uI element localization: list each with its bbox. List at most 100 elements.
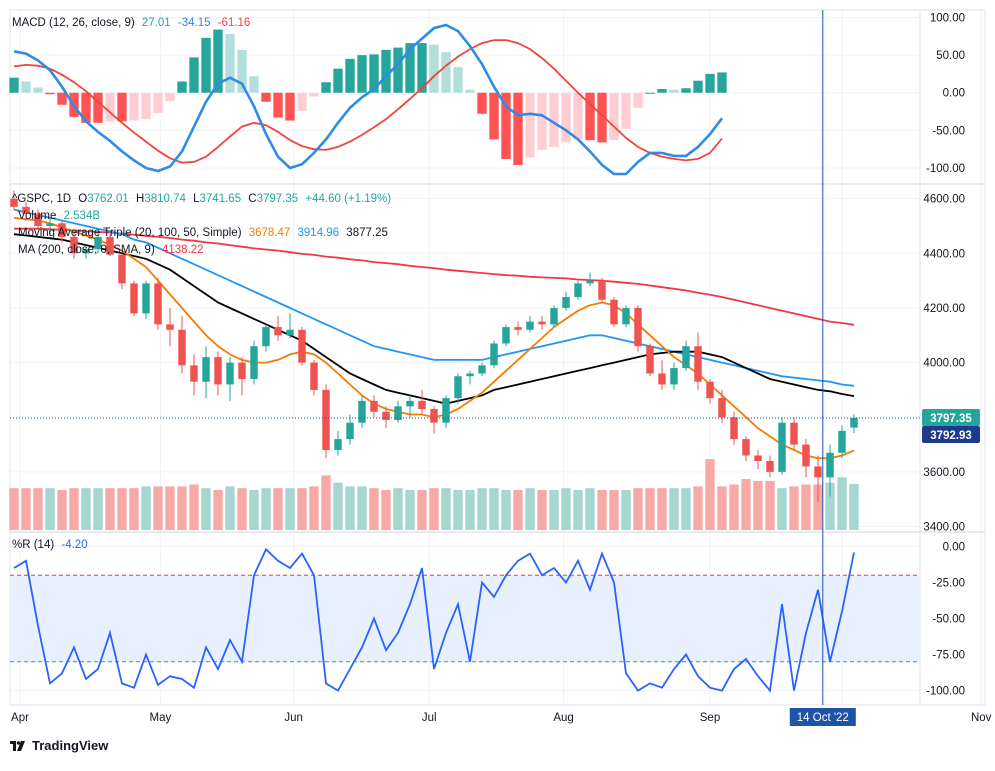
candle-body[interactable]: [550, 307, 558, 325]
candle-body[interactable]: [694, 346, 702, 382]
volume-bar: [93, 488, 103, 530]
candle-body[interactable]: [346, 422, 354, 440]
candle-body[interactable]: [814, 466, 822, 478]
candle-body[interactable]: [394, 406, 402, 420]
candle-body[interactable]: [838, 430, 846, 453]
candle-body[interactable]: [826, 452, 834, 478]
candle-body[interactable]: [154, 283, 162, 325]
candle-body[interactable]: [34, 213, 42, 226]
ma-label[interactable]: MA (200, close, 0, SMA, 9): [18, 244, 155, 256]
macd-histogram-bar: [321, 82, 331, 93]
volume-bar: [105, 488, 115, 530]
volume-bar: [177, 486, 187, 530]
candle-body[interactable]: [250, 346, 258, 379]
macd-histogram-bar: [117, 92, 127, 122]
candle-body[interactable]: [478, 365, 486, 374]
mat-label[interactable]: Moving Average Triple (20, 100, 50, Simp…: [18, 227, 242, 239]
candle-body[interactable]: [70, 236, 78, 254]
candle-body[interactable]: [286, 329, 294, 336]
candle-body[interactable]: [274, 327, 282, 336]
candle-body[interactable]: [382, 411, 390, 420]
candle-body[interactable]: [454, 376, 462, 399]
volume-bar: [9, 488, 19, 530]
candle-body[interactable]: [118, 254, 126, 284]
candle-body[interactable]: [22, 206, 30, 214]
volume-bar: [633, 488, 643, 530]
candle-body[interactable]: [442, 398, 450, 423]
candle-body[interactable]: [298, 329, 306, 363]
macd-histogram-bar: [417, 43, 427, 93]
ma-price-tag: 3792.93: [922, 425, 980, 443]
candle-body[interactable]: [850, 417, 858, 428]
candle-body[interactable]: [538, 321, 546, 325]
candle-body[interactable]: [682, 346, 690, 369]
candle-body[interactable]: [262, 327, 270, 347]
candle-body[interactable]: [778, 422, 786, 472]
x-tick-label: Apr: [11, 712, 29, 724]
candle-body[interactable]: [574, 283, 582, 298]
candle-body[interactable]: [598, 280, 606, 300]
candle-body[interactable]: [562, 297, 570, 308]
candle-body[interactable]: [754, 455, 762, 461]
candle-body[interactable]: [46, 223, 54, 226]
macd-histogram-bar: [165, 92, 175, 102]
candle-body[interactable]: [238, 362, 246, 379]
candle-body[interactable]: [670, 368, 678, 385]
candle-body[interactable]: [10, 198, 18, 207]
wr-label[interactable]: %R (14): [12, 539, 55, 551]
macd-histogram-bar: [9, 77, 19, 93]
candle-body[interactable]: [82, 249, 90, 254]
candle-body[interactable]: [742, 439, 750, 456]
candle-body[interactable]: [610, 299, 618, 325]
candle-body[interactable]: [418, 400, 426, 410]
candle-body[interactable]: [178, 329, 186, 366]
candle-body[interactable]: [766, 460, 774, 472]
y-tick-label: -25.00: [932, 577, 965, 589]
last-price-tag-text: 3797.35: [930, 413, 972, 425]
candle-body[interactable]: [466, 373, 474, 377]
candle-body[interactable]: [58, 223, 66, 237]
macd-histogram-bar: [141, 92, 151, 120]
tradingview-footer[interactable]: TradingView: [10, 738, 108, 753]
volume-bar: [849, 483, 859, 530]
macd-histogram-bar: [693, 80, 703, 93]
candle-body[interactable]: [514, 327, 522, 330]
candle-body[interactable]: [586, 280, 594, 284]
volume-label[interactable]: Volume: [18, 210, 57, 222]
volume-bar: [381, 490, 391, 530]
volume-bar: [345, 486, 355, 530]
candle-body[interactable]: [634, 307, 642, 347]
candle-body[interactable]: [622, 307, 630, 325]
candle-body[interactable]: [490, 343, 498, 366]
candle-body[interactable]: [526, 321, 534, 330]
candle-body[interactable]: [322, 389, 330, 451]
candle-body[interactable]: [406, 400, 414, 407]
candle-body[interactable]: [646, 346, 654, 374]
candle-body[interactable]: [310, 362, 318, 390]
candle-body[interactable]: [706, 381, 714, 399]
candle-body[interactable]: [430, 409, 438, 423]
candle-body[interactable]: [94, 236, 102, 250]
candle-body[interactable]: [718, 398, 726, 418]
candle-body[interactable]: [226, 362, 234, 385]
candle-body[interactable]: [790, 422, 798, 445]
volume-bar: [801, 484, 811, 530]
candle-body[interactable]: [358, 400, 366, 423]
candle-body[interactable]: [106, 236, 114, 255]
candle-body[interactable]: [214, 357, 222, 385]
candle-body[interactable]: [370, 400, 378, 412]
crosshair-date-tag: 14 Oct '22: [789, 708, 856, 726]
candle-body[interactable]: [502, 327, 510, 344]
candle-body[interactable]: [802, 444, 810, 467]
candle-body[interactable]: [142, 283, 150, 314]
candle-body[interactable]: [730, 417, 738, 440]
candle-body[interactable]: [166, 324, 174, 330]
candle-body[interactable]: [130, 283, 138, 314]
candle-body[interactable]: [334, 439, 342, 451]
symbol-label[interactable]: ^GSPC, 1D: [12, 193, 72, 205]
candle-body[interactable]: [658, 373, 666, 385]
candle-body[interactable]: [190, 365, 198, 382]
candle-body[interactable]: [202, 357, 210, 382]
